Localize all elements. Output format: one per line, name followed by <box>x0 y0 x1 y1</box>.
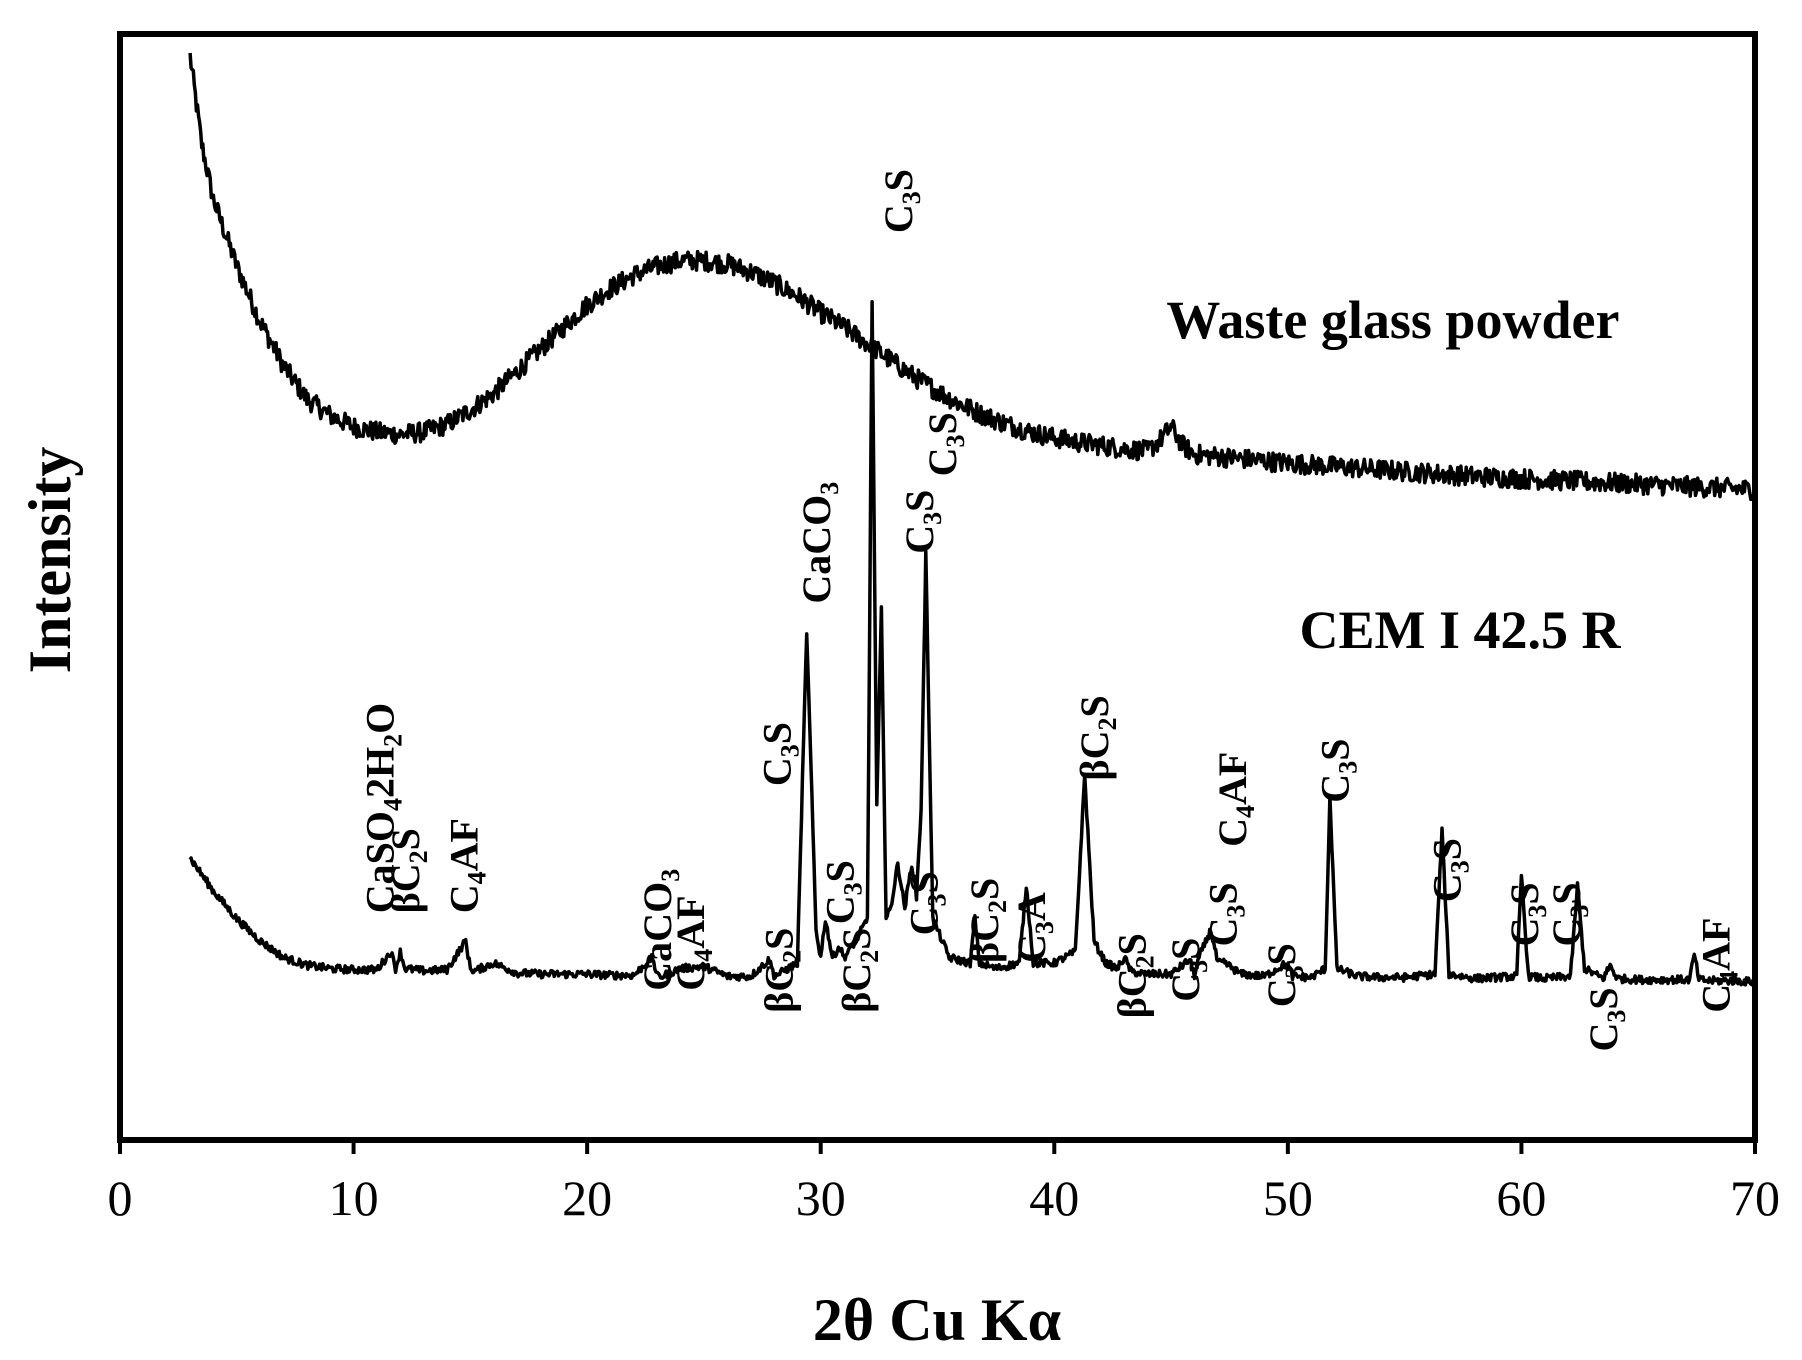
series-lines <box>188 52 1757 987</box>
peak-label-9: βC2S <box>834 928 884 1013</box>
peak-label-21: C3S <box>1259 943 1309 1007</box>
peak-label-5: C3S <box>754 722 804 786</box>
x-axis-ticks: 0 10 20 30 40 50 60 70 <box>108 1140 1780 1226</box>
peak-label-18: C3S <box>1163 938 1213 1002</box>
peak-label-23: C3S <box>1425 838 1475 902</box>
peak-label-26: C3S <box>1581 987 1631 1051</box>
peak-label-0: CaSO42H2O <box>357 703 407 914</box>
peak-label-8: C3S <box>817 860 867 924</box>
series-label-0: Waste glass powder <box>1166 290 1619 350</box>
peak-label-15: C3A <box>1009 892 1059 963</box>
peak-label-4: C4AF <box>668 895 718 990</box>
x-tick-label-3: 30 <box>796 1170 846 1226</box>
peak-label-1: βC2S <box>383 828 433 913</box>
peak-label-24: C3S <box>1502 882 1552 946</box>
peak-label-11: C3S <box>897 490 947 554</box>
plot-frame <box>117 31 1758 1143</box>
peak-label-3: CaCO3 <box>635 869 685 991</box>
series-line-1 <box>188 299 1757 987</box>
peak-label-13: C3S <box>902 871 952 935</box>
peak-label-19: C3S <box>1201 882 1251 946</box>
x-tick-label-2: 20 <box>562 1170 612 1226</box>
peak-label-25: C3S <box>1544 882 1594 946</box>
peak-label-17: βC2S <box>1109 933 1159 1018</box>
series-label-1: CEM I 42.5 R <box>1300 600 1622 660</box>
x-tick-label-4: 40 <box>1029 1170 1079 1226</box>
peak-label-2: C4AF <box>441 818 491 913</box>
x-tick-label-0: 0 <box>108 1170 133 1226</box>
peak-label-12: C3S <box>920 412 970 476</box>
series-labels: Waste glass powder CEM I 42.5 R <box>1166 290 1621 660</box>
peak-label-10: C3S <box>876 169 926 233</box>
peak-label-16: βC2S <box>1072 695 1122 780</box>
x-tick-label-7: 70 <box>1730 1170 1780 1226</box>
x-tick-label-5: 50 <box>1263 1170 1313 1226</box>
peak-label-20: C4AF <box>1210 752 1260 847</box>
y-axis-title: Intensity <box>17 447 83 674</box>
peak-labels: CaSO42H2OβC2SC4AFCaCO3C4AFC3SβC2SCaCO3C3… <box>357 169 1743 1052</box>
x-axis-title: 2θ Cu Kα <box>813 1287 1061 1353</box>
peak-label-6: βC2S <box>757 928 807 1013</box>
peak-label-7: CaCO3 <box>794 482 844 604</box>
peak-label-27: C4AF <box>1693 918 1743 1013</box>
x-tick-label-6: 60 <box>1496 1170 1546 1226</box>
x-tick-label-1: 10 <box>329 1170 379 1226</box>
series-line-0 <box>188 52 1757 502</box>
peak-label-22: C3S <box>1313 739 1363 803</box>
peak-label-14: βC2S <box>962 878 1012 963</box>
